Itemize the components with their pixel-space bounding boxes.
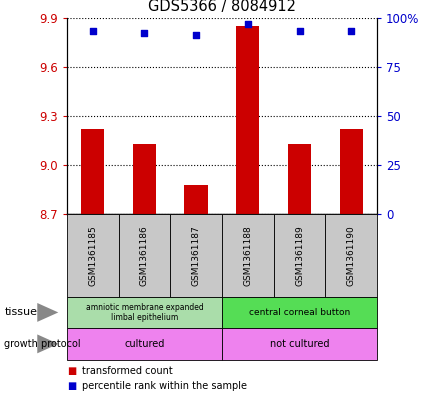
Bar [325,214,376,297]
Bar [170,214,221,297]
Point [89,28,96,35]
Text: amniotic membrane expanded
limbal epithelium: amniotic membrane expanded limbal epithe… [85,303,203,322]
Text: tissue: tissue [4,307,37,318]
Bar [67,297,221,328]
Text: GSM1361190: GSM1361190 [346,225,355,286]
Text: GSM1361185: GSM1361185 [88,225,97,286]
Text: transformed count: transformed count [82,366,172,376]
Bar [184,185,207,214]
Title: GDS5366 / 8084912: GDS5366 / 8084912 [147,0,295,14]
Point [192,32,199,39]
Polygon shape [37,303,58,322]
Text: GSM1361186: GSM1361186 [140,225,148,286]
Bar [81,129,104,214]
Text: GSM1361188: GSM1361188 [243,225,252,286]
Text: ■: ■ [67,366,76,376]
Text: growth protocol: growth protocol [4,339,81,349]
Bar [273,214,325,297]
Bar [339,129,362,214]
Text: not cultured: not cultured [269,339,329,349]
Text: percentile rank within the sample: percentile rank within the sample [82,381,246,391]
Text: central corneal button: central corneal button [249,308,349,317]
Point [244,20,251,27]
Bar [221,297,376,328]
Bar [67,328,221,360]
Bar [67,214,118,297]
Bar [118,214,170,297]
Text: GSM1361189: GSM1361189 [295,225,303,286]
Bar [132,144,156,214]
Bar [221,328,376,360]
Bar [287,144,310,214]
Text: ■: ■ [67,381,76,391]
Point [347,28,354,35]
Polygon shape [37,334,58,353]
Point [295,28,302,35]
Point [141,30,147,37]
Bar [236,26,259,214]
Text: cultured: cultured [124,339,164,349]
Text: GSM1361187: GSM1361187 [191,225,200,286]
Bar [221,214,273,297]
